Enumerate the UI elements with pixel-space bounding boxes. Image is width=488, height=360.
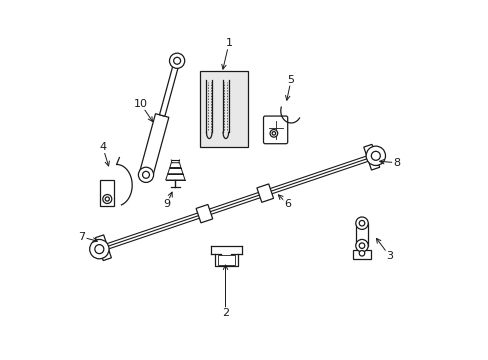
Circle shape xyxy=(95,245,103,253)
Circle shape xyxy=(359,251,364,256)
Circle shape xyxy=(138,167,153,183)
Circle shape xyxy=(173,57,180,64)
Text: 1: 1 xyxy=(225,39,232,49)
Text: 8: 8 xyxy=(392,158,399,168)
Circle shape xyxy=(269,130,277,137)
Text: 5: 5 xyxy=(287,75,294,85)
Circle shape xyxy=(105,197,109,201)
Text: 9: 9 xyxy=(163,199,170,209)
Circle shape xyxy=(142,171,149,178)
Text: 4: 4 xyxy=(99,142,106,152)
Circle shape xyxy=(370,151,380,160)
Text: 3: 3 xyxy=(386,251,392,261)
FancyBboxPatch shape xyxy=(263,116,287,144)
Polygon shape xyxy=(159,60,180,116)
Circle shape xyxy=(366,146,385,166)
Text: 6: 6 xyxy=(284,199,291,209)
Polygon shape xyxy=(165,174,184,180)
Circle shape xyxy=(272,132,275,135)
Circle shape xyxy=(169,53,184,68)
Bar xyxy=(199,71,247,147)
Polygon shape xyxy=(139,114,168,177)
Bar xyxy=(218,255,234,265)
Polygon shape xyxy=(363,144,379,170)
Text: 2: 2 xyxy=(222,308,228,318)
Bar xyxy=(353,250,370,260)
Polygon shape xyxy=(196,204,212,223)
Circle shape xyxy=(89,239,109,259)
Circle shape xyxy=(359,243,364,248)
Polygon shape xyxy=(95,235,111,261)
Bar xyxy=(100,180,114,206)
Text: 10: 10 xyxy=(134,99,147,109)
Polygon shape xyxy=(167,167,183,174)
Circle shape xyxy=(355,239,367,252)
Circle shape xyxy=(102,194,112,203)
Circle shape xyxy=(359,220,364,226)
Text: 7: 7 xyxy=(79,232,85,242)
Polygon shape xyxy=(169,163,181,167)
Polygon shape xyxy=(256,184,273,202)
Circle shape xyxy=(355,217,367,229)
